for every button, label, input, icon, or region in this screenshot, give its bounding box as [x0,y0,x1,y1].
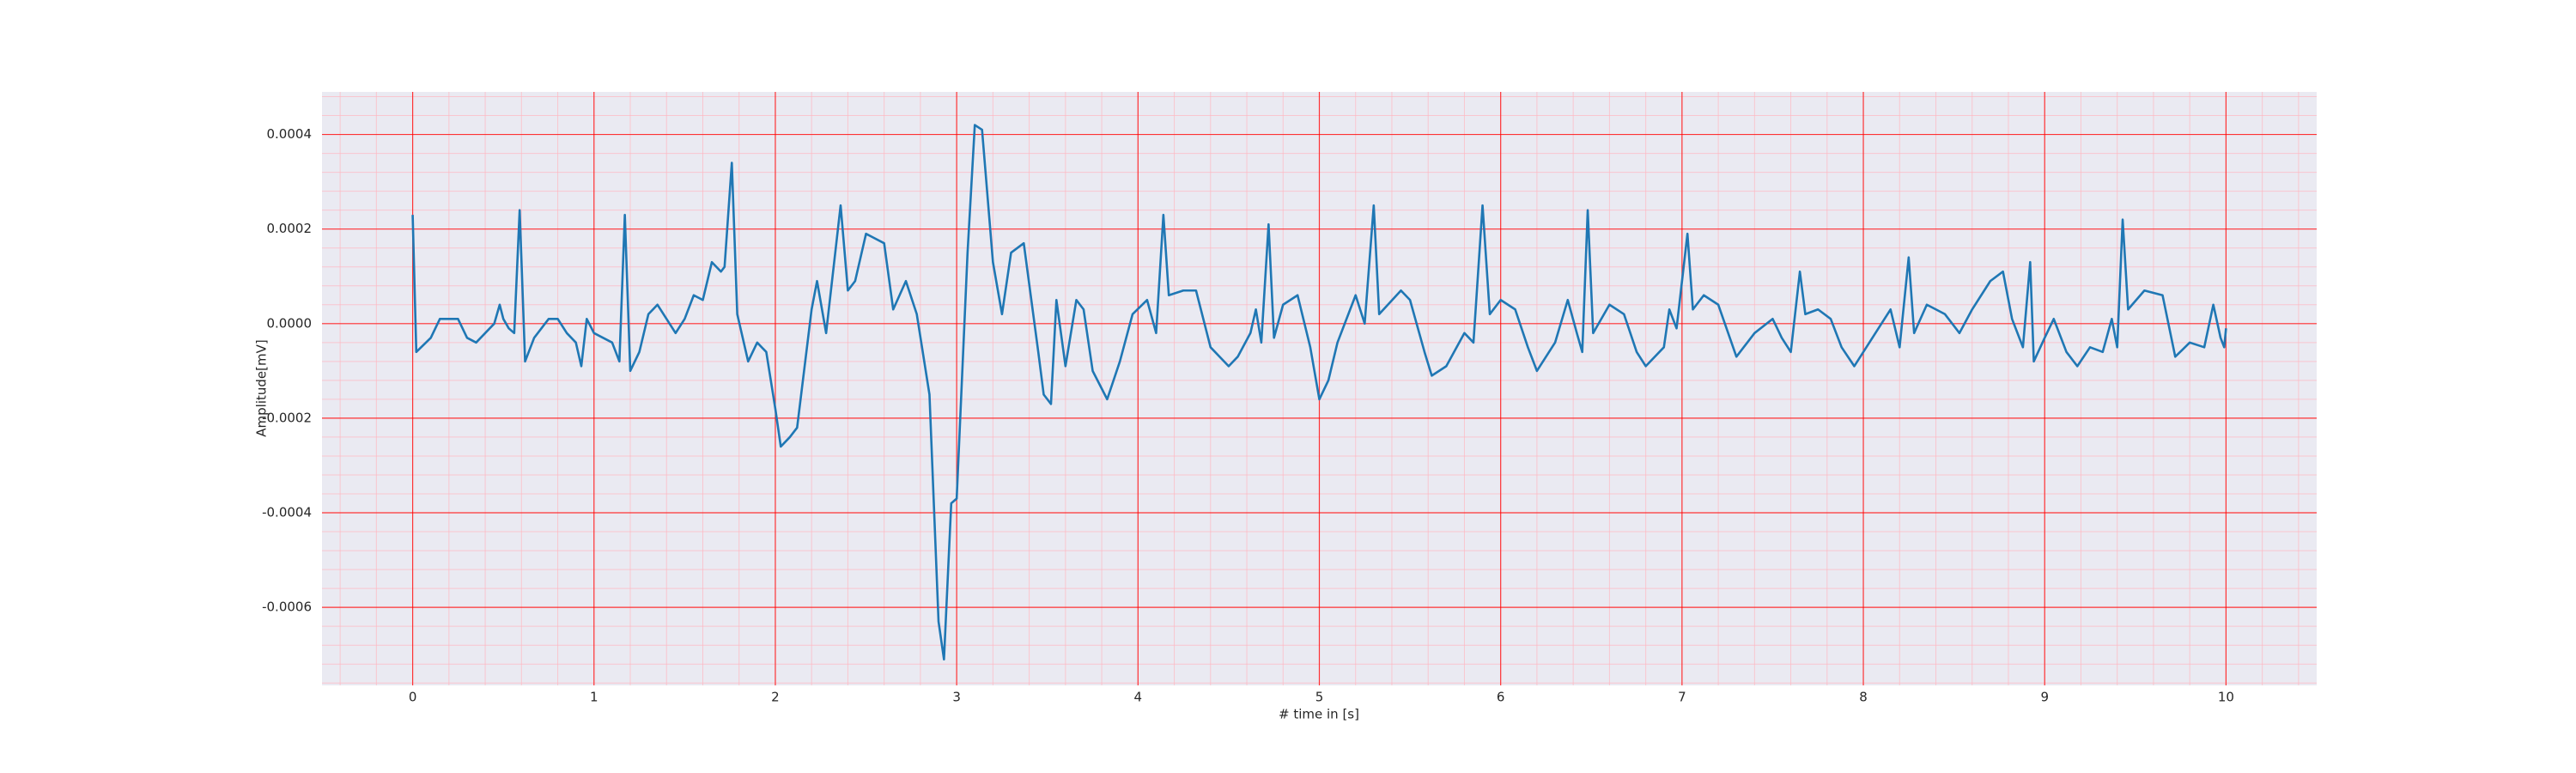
y-tick-label: -0.0004 [262,505,312,520]
x-axis-label: # time in [s] [1279,707,1359,722]
y-axis-label: Amplitude[mV] [254,339,270,436]
y-tick-label: 0.0004 [267,126,313,142]
x-tick-label: 4 [1134,690,1143,705]
x-tick-label: 6 [1497,690,1505,705]
x-tick-label: 9 [2040,690,2049,705]
x-tick-label: 8 [1859,690,1868,705]
signal-line [411,124,2227,661]
y-tick-label: 0.0002 [267,221,313,236]
y-tick-label: 0.0000 [267,315,313,331]
y-tick-label: -0.0002 [262,410,312,425]
x-tick-label: 0 [409,690,417,705]
x-tick-label: 1 [590,690,598,705]
x-tick-label: 3 [952,690,961,705]
x-tick-label: 5 [1315,690,1324,705]
x-tick-label: 10 [2218,690,2234,705]
x-tick-label: 7 [1678,690,1686,705]
y-tick-label: -0.0006 [262,600,312,615]
x-tick-label: 2 [771,690,780,705]
